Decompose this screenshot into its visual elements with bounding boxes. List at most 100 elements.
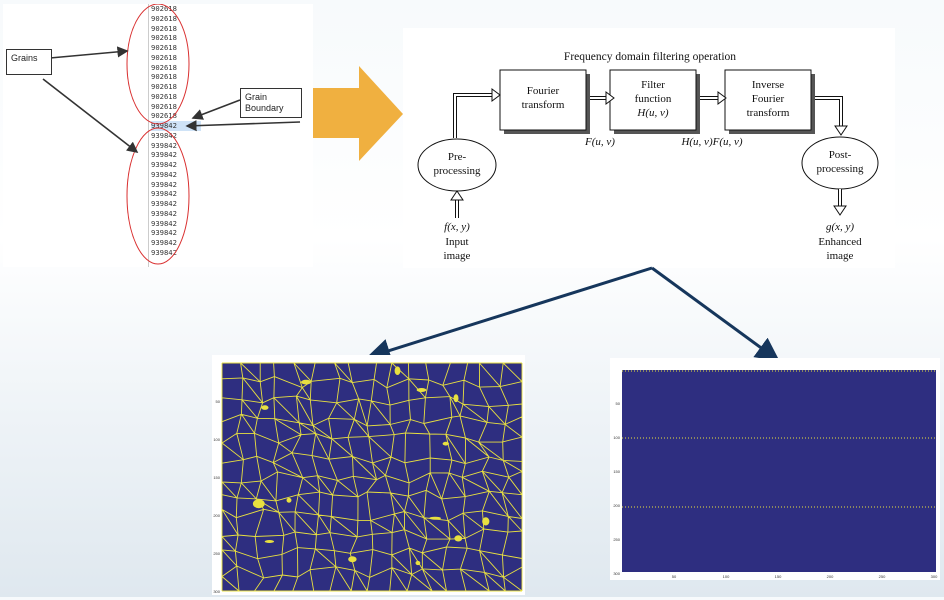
grain-id: 902618 [151, 62, 177, 72]
inverse-label-3: transform [747, 107, 790, 119]
grain-blob [348, 556, 357, 563]
grain-id: 939842 [151, 218, 177, 228]
label-hfuv: H(u, v)F(u, v) [680, 136, 742, 148]
grain-blob [454, 535, 463, 542]
arrow-boundary-1 [191, 99, 241, 120]
grain-blob [264, 540, 275, 543]
arrow-pre-to-fourier [453, 93, 493, 138]
arrow-boundary-2 [185, 120, 301, 132]
grain-data-panel: 902618 902618 902618 902618 902618 90261… [3, 4, 313, 267]
x-tick-label: 300 [931, 574, 938, 579]
grain-annotation-overlay [42, 4, 301, 265]
grain-blob [429, 516, 441, 520]
diagram-title: Frequency domain filtering operation [564, 51, 736, 63]
x-tick-label: 150 [775, 574, 782, 579]
filtering-diagram-panel: Frequency domain filtering operation Fou… [403, 28, 895, 268]
arrow-grains-top [49, 46, 129, 59]
y-tick-label: 100 [613, 435, 620, 440]
post-label-1: Post- [829, 149, 852, 161]
post-label-2: processing [816, 163, 864, 175]
grain-id: 902618 [151, 33, 177, 43]
grain-id: 902618 [151, 13, 177, 23]
grains-label: Grains [6, 49, 52, 75]
inverse-fourier-block [724, 69, 812, 131]
grain-id: 902618 [151, 111, 177, 121]
grain-blob [286, 497, 292, 503]
grain-blob [453, 394, 459, 403]
grain-boundaries [221, 362, 523, 592]
filtered-output-plot: 50 100 150 200 250 300 50 100 150 200 250 300 [610, 358, 940, 580]
filter-label-1: Filter [641, 79, 665, 91]
y-tick-label: 200 [213, 513, 220, 518]
grain-id: 902618 [151, 82, 177, 91]
filtering-block-diagram: Frequency domain filtering operation Fou… [417, 51, 879, 262]
grain-id: 902618 [151, 23, 177, 33]
grain-id: 902618 [151, 4, 177, 13]
grain-id: 939842 [151, 130, 177, 140]
grain-id: 939842 [151, 247, 177, 257]
grain-id: 939842 [151, 199, 177, 208]
pre-label-2: processing [433, 165, 481, 177]
fourier-label-2: transform [522, 99, 565, 111]
input-label-2: image [444, 250, 471, 262]
grain-id: 939842 [151, 208, 177, 218]
grain-boundary-network [221, 362, 523, 592]
grain-id: 939842 [151, 228, 177, 238]
grain-id: 902618 [151, 101, 177, 111]
filtered-map-area [622, 370, 936, 572]
grain-id: 939842 [151, 140, 177, 150]
grain-id: 902618 [151, 91, 177, 101]
y-tick-label: 300 [613, 571, 620, 576]
arrow-inverse-to-post [815, 96, 843, 128]
grain-id: 939842 [151, 150, 177, 160]
grain-id: 939842 [151, 169, 177, 179]
grain-boundary-plot: 50 100 150 200 250 300 [212, 355, 525, 595]
grain-id: 939842 [151, 160, 177, 169]
label-fuv: F(u, v) [584, 136, 615, 148]
grain-ellipse-bottom [126, 127, 190, 265]
grain-id: 939842 [151, 179, 177, 189]
x-tick-label: 100 [723, 574, 730, 579]
output-label-2: image [827, 250, 854, 262]
output-gxy: g(x, y) [826, 221, 854, 233]
grain-blob [394, 366, 401, 375]
grain-blob [415, 560, 421, 566]
grain-id: 939842 [151, 238, 177, 247]
grain-blob [416, 388, 427, 392]
inverse-label-1: Inverse [752, 79, 784, 91]
grain-id-column: 902618 902618 902618 902618 902618 90261… [148, 4, 201, 267]
x-tick-label: 200 [827, 574, 834, 579]
grain-id-boundary: 939842 [151, 121, 201, 131]
grain-blob [442, 441, 449, 446]
input-label-1: Input [445, 236, 468, 248]
fourier-transform-block [499, 69, 587, 131]
arrow-grains-bottom [42, 78, 139, 153]
y-tick-label: 100 [213, 437, 220, 442]
y-tick-label: 200 [613, 503, 620, 508]
x-tick-label: 50 [672, 574, 677, 579]
grain-blob [252, 499, 265, 509]
grain-id: 902618 [151, 43, 177, 52]
y-tick-label: 250 [213, 551, 220, 556]
y-tick-label: 250 [613, 537, 620, 542]
grain-ellipse-top [126, 4, 190, 125]
y-tick-label: 50 [216, 399, 221, 404]
process-arrow-icon [313, 66, 403, 161]
y-tick-label: 50 [616, 401, 621, 406]
connector-to-left-plot [366, 266, 653, 363]
filter-label-3: H(u, v) [636, 107, 668, 119]
grain-id: 902618 [151, 52, 177, 62]
y-tick-label: 300 [213, 589, 220, 594]
y-tick-label: 150 [613, 469, 620, 474]
y-tick-label: 150 [213, 475, 220, 480]
grain-id: 902618 [151, 72, 177, 82]
input-fxy: f(x, y) [444, 221, 470, 233]
grain-blob [301, 379, 312, 385]
pre-label-1: Pre- [448, 151, 467, 163]
grain-blob [261, 405, 269, 410]
filter-label-2: function [635, 93, 672, 105]
output-label-1: Enhanced [818, 236, 862, 248]
grain-id: 939842 [151, 189, 177, 199]
connector-to-right-plot [651, 266, 780, 362]
grain-boundary-label: Grain Boundary [240, 88, 302, 118]
